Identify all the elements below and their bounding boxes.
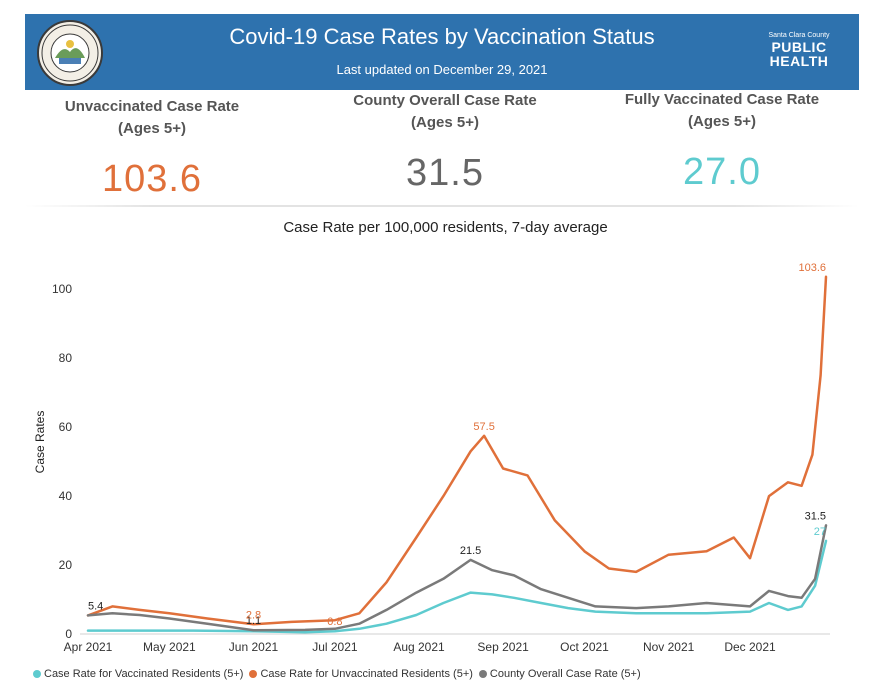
county-seal-logo [37, 20, 103, 86]
data-label: 31.5 [805, 510, 826, 522]
chart-series [86, 275, 828, 634]
data-label: 0.8 [327, 616, 342, 628]
kpi-label-sub: (Ages 5+) [411, 114, 479, 131]
x-tick-label: Oct 2021 [560, 640, 609, 654]
x-tick-label: Sep 2021 [477, 640, 529, 654]
kpi-label: County Overall Case Rate [353, 92, 537, 109]
chart-axes: 0 20 40 60 80 100 Apr 2021 May 2021 Jun 2021 Jul … [52, 282, 830, 654]
data-label: 27 [814, 526, 826, 538]
kpi-value: 27.0 [683, 151, 761, 193]
legend-label: County Overall Case Rate (5+) [489, 668, 641, 680]
kpi-overall: County Overall Case Rate (Ages 5+) 31.5 [315, 90, 575, 195]
kpi-value: 103.6 [101, 158, 203, 200]
x-tick-label: Jul 2021 [312, 640, 358, 654]
data-label: 2.8 [246, 609, 261, 621]
y-tick-label: 80 [59, 351, 73, 365]
kpi-label-sub: (Ages 5+) [118, 120, 186, 137]
last-updated: Last updated on December 29, 2021 [336, 62, 548, 77]
data-label: 1.1 [246, 615, 261, 627]
x-tick-label: Aug 2021 [393, 640, 445, 654]
y-tick-label: 60 [59, 420, 73, 434]
data-label: 57.5 [473, 421, 494, 433]
x-tick-label: Nov 2021 [643, 640, 695, 654]
y-tick-label: 20 [59, 558, 73, 572]
kpi-vaccinated: Fully Vaccinated Case Rate (Ages 5+) 27.… [592, 89, 852, 194]
legend-item-vaccinated[interactable]: Case Rate for Vaccinated Residents (5+) [33, 668, 243, 680]
x-tick-label: Apr 2021 [64, 640, 113, 654]
brand-public: PUBLIC [771, 39, 827, 55]
legend-item-overall[interactable]: County Overall Case Rate (5+) [478, 668, 641, 680]
data-label: 103.6 [798, 262, 826, 274]
section-divider [25, 205, 859, 207]
brand-health: HEALTH [769, 53, 829, 69]
chart-legend: Case Rate for Vaccinated Residents (5+) … [33, 668, 641, 680]
dashboard-title: Covid-19 Case Rates by Vaccination Statu… [229, 24, 655, 49]
series-line-2 [86, 524, 828, 632]
dashboard-header: Covid-19 Case Rates by Vaccination Statu… [25, 14, 859, 90]
y-tick-label: 100 [52, 282, 72, 296]
legend-swatch [478, 670, 487, 678]
series-line-0 [86, 539, 828, 634]
kpi-label: Fully Vaccinated Case Rate [624, 91, 820, 108]
brand-county: Santa Clara County [768, 32, 830, 39]
chart-title: Case Rate per 100,000 residents, 7-day a… [283, 219, 608, 236]
legend-item-unvaccinated[interactable]: Case Rate for Unvaccinated Residents (5+… [249, 668, 473, 680]
legend-swatch [33, 670, 41, 678]
case-rate-chart: 0 20 40 60 80 100 Apr 2021 May 2021 Jun 2021 Jul … [33, 262, 830, 654]
legend-label: Case Rate for Unvaccinated Residents (5+… [260, 668, 473, 680]
kpi-label-sub: (Ages 5+) [688, 113, 756, 130]
x-tick-label: May 2021 [143, 640, 196, 654]
y-tick-label: 0 [65, 627, 72, 641]
y-tick-label: 40 [59, 489, 73, 503]
legend-label: Case Rate for Vaccinated Residents (5+) [44, 668, 244, 680]
data-label: 5.4 [88, 600, 103, 612]
kpi-label: Unvaccinated Case Rate [64, 98, 240, 115]
data-label: 21.5 [460, 545, 481, 557]
y-axis-label: Case Rates [33, 411, 47, 474]
series-line-1 [86, 275, 828, 626]
x-tick-label: Dec 2021 [724, 640, 776, 654]
kpi-unvaccinated: Unvaccinated Case Rate (Ages 5+) 103.6 [22, 96, 282, 201]
legend-swatch [249, 670, 258, 678]
public-health-logo: Santa Clara County PUBLIC HEALTH [759, 32, 839, 68]
kpi-value: 31.5 [406, 152, 484, 194]
chart-data-labels: 5.4 1.12.8 0.8 57.5 21.5 103.6 31.5 27 [88, 262, 826, 628]
x-tick-label: Jun 2021 [229, 640, 279, 654]
